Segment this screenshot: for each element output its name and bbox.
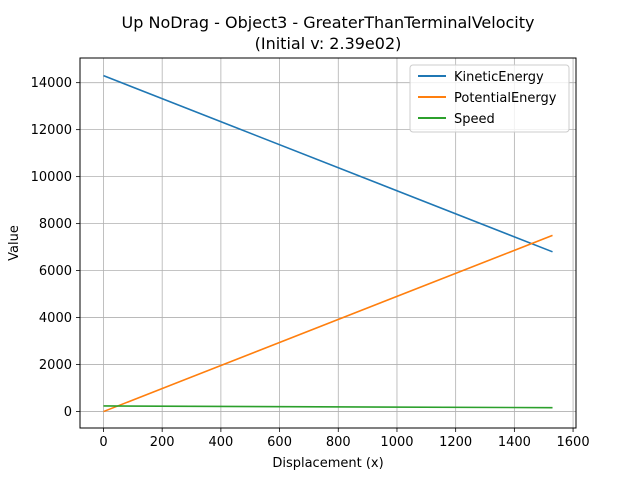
y-tick-label: 10000 xyxy=(31,170,72,185)
x-tick-label: 600 xyxy=(267,435,292,450)
x-tick-label: 1000 xyxy=(380,435,413,450)
chart-title-line1: Up NoDrag - Object3 - GreaterThanTermina… xyxy=(122,13,535,32)
series-line-kineticenergy xyxy=(103,74,553,253)
legend: KineticEnergy PotentialEnergy Speed xyxy=(409,64,570,133)
y-tick-label: 14000 xyxy=(31,76,72,91)
y-tick-label: 6000 xyxy=(39,264,72,279)
legend-label-speed: Speed xyxy=(454,112,495,127)
x-axis-label: Displacement (x) xyxy=(272,456,383,471)
series-line-potentialenergy xyxy=(103,234,553,413)
y-tick-label: 8000 xyxy=(39,217,72,232)
y-tick-label: 0 xyxy=(64,405,72,420)
axis-ticks: 0 200 400 600 800 1000 1200 1400 1600 0 2000 4000 60… xyxy=(31,76,590,450)
plot-series xyxy=(103,74,553,413)
y-tick-label: 2000 xyxy=(39,358,72,373)
y-tick-label: 4000 xyxy=(39,311,72,326)
legend-box xyxy=(409,64,570,133)
x-tick-label: 1600 xyxy=(557,435,590,450)
legend-label-kineticenergy: KineticEnergy xyxy=(454,70,544,85)
x-tick-label: 1400 xyxy=(498,435,531,450)
legend-label-potentialenergy: PotentialEnergy xyxy=(454,91,557,106)
x-tick-label: 0 xyxy=(99,435,107,450)
x-tick-label: 400 xyxy=(208,435,233,450)
x-tick-label: 1200 xyxy=(439,435,472,450)
series-line-speed xyxy=(103,405,553,409)
y-tick-label: 12000 xyxy=(31,123,72,138)
x-tick-label: 800 xyxy=(326,435,351,450)
y-axis-label: Value xyxy=(7,225,22,261)
plot-area-frame xyxy=(79,57,577,429)
x-tick-label: 200 xyxy=(150,435,175,450)
chart-title-line2: (Initial v: 2.39e02) xyxy=(255,34,402,53)
